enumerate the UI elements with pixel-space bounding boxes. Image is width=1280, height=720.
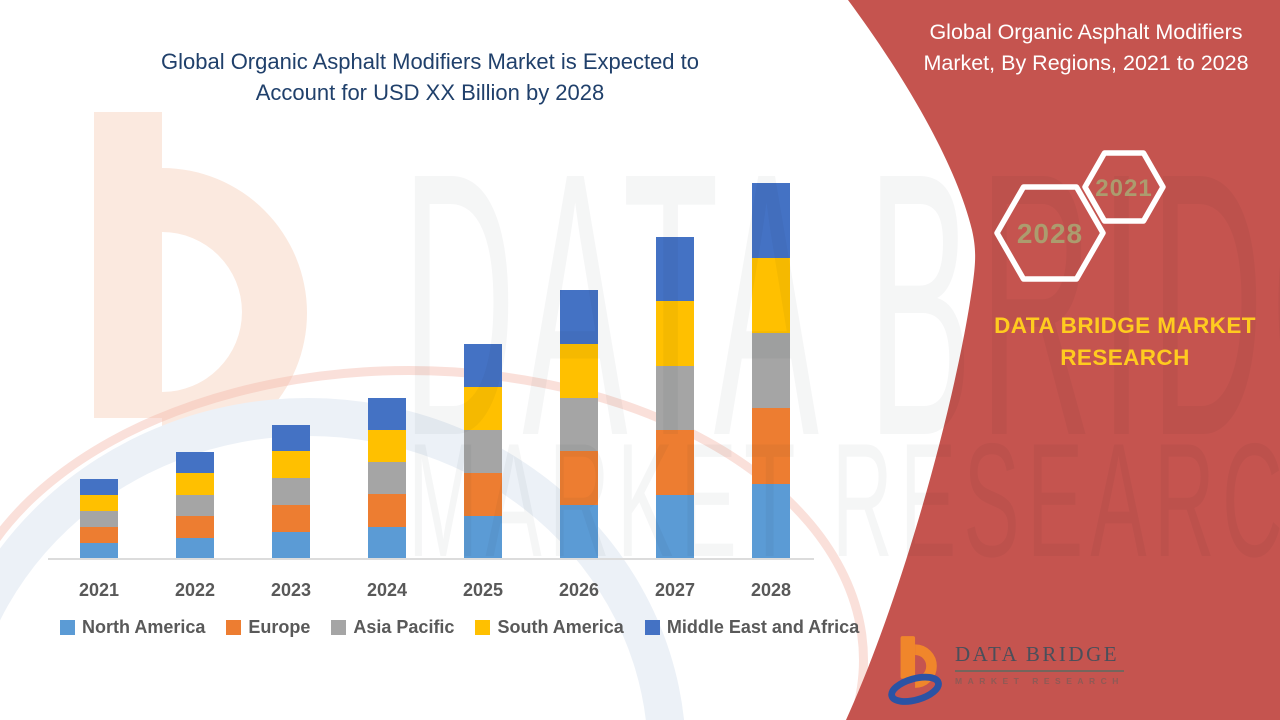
bar-segment-2028-south-america bbox=[752, 257, 790, 334]
hexagon-2021-label: 2021 bbox=[1095, 175, 1152, 202]
legend-swatch-south-america bbox=[475, 620, 491, 635]
bar-segment-2021-asia-pacific bbox=[80, 510, 118, 527]
legend-swatch-asia-pacific bbox=[331, 620, 347, 635]
x-axis-label-2027: 2027 bbox=[654, 580, 696, 600]
bar-segment-2022-europe bbox=[176, 516, 214, 538]
x-axis-label-2021: 2021 bbox=[78, 580, 120, 600]
stacked-bar-2022 bbox=[176, 451, 214, 559]
stacked-bar-2028 bbox=[752, 182, 790, 559]
bar-segment-2024-north-america bbox=[368, 526, 406, 559]
legend-item-north-america: North America bbox=[60, 617, 205, 638]
bar-segment-2022-south-america bbox=[176, 473, 214, 495]
legend-swatch-north-america bbox=[60, 620, 75, 635]
hexagon-2021-outline bbox=[1082, 150, 1166, 224]
stacked-bar-2021 bbox=[80, 478, 118, 559]
bar-segment-2025-asia-pacific bbox=[464, 430, 502, 473]
bar-segment-2028-north-america bbox=[752, 483, 790, 559]
legend-swatch-europe bbox=[226, 620, 242, 635]
stacked-bar-2024 bbox=[368, 397, 406, 559]
bar-segment-2022-north-america bbox=[176, 537, 214, 559]
bar-segment-2025-middle-east-and-africa bbox=[464, 344, 502, 387]
legend-label-middle-east-and-africa: Middle East and Africa bbox=[666, 617, 860, 637]
x-axis-label-2026: 2026 bbox=[558, 580, 600, 600]
legend-item-middle-east-and-africa: Middle East and Africa bbox=[644, 617, 860, 638]
stacked-bar-2025 bbox=[464, 344, 502, 559]
bar-segment-2025-europe bbox=[464, 473, 502, 516]
legend-label-south-america: South America bbox=[497, 617, 624, 637]
databridge-logo: DATA BRIDGE MARKET RESEARCH bbox=[888, 633, 1124, 705]
bar-segment-2024-asia-pacific bbox=[368, 462, 406, 495]
legend-item-asia-pacific: Asia Pacific bbox=[331, 617, 454, 638]
bar-segment-2028-middle-east-and-africa bbox=[752, 182, 790, 258]
logo-tagline: MARKET RESEARCH bbox=[955, 676, 1124, 686]
legend-label-europe: Europe bbox=[248, 617, 311, 637]
hexagon-2028-outline bbox=[994, 184, 1106, 282]
year-hexagons: 2028 2021 bbox=[994, 150, 1166, 282]
x-axis-label-2024: 2024 bbox=[366, 580, 408, 600]
stacked-bar-2026 bbox=[560, 290, 598, 559]
bar-segment-2028-europe bbox=[752, 408, 790, 484]
bar-segment-2027-south-america bbox=[656, 301, 694, 366]
bar-segment-2026-south-america bbox=[560, 343, 598, 398]
bar-segment-2026-europe bbox=[560, 451, 598, 506]
legend-swatch-middle-east-and-africa bbox=[644, 620, 660, 635]
bar-segment-2022-middle-east-and-africa bbox=[176, 451, 214, 473]
bar-segment-2027-middle-east-and-africa bbox=[656, 236, 694, 301]
databridge-logo-icon bbox=[888, 636, 942, 705]
bar-segment-2024-south-america bbox=[368, 429, 406, 463]
bar-segment-2023-north-america bbox=[272, 532, 310, 559]
bar-segment-2026-middle-east-and-africa bbox=[560, 290, 598, 344]
x-axis-label-2023: 2023 bbox=[270, 580, 312, 600]
stacked-bar-2027 bbox=[656, 236, 694, 559]
x-axis-line bbox=[48, 558, 814, 560]
bar-segment-2023-middle-east-and-africa bbox=[272, 424, 310, 452]
brand-text: DATA BRIDGE MARKET RESEARCH bbox=[994, 313, 1256, 370]
hexagon-2028-label: 2028 bbox=[1017, 218, 1083, 249]
bar-segment-2026-north-america bbox=[560, 505, 598, 559]
stacked-bar-2023 bbox=[272, 424, 310, 559]
bar-segment-2025-north-america bbox=[464, 516, 502, 559]
bar-segment-2027-asia-pacific bbox=[656, 365, 694, 430]
bar-segment-2026-asia-pacific bbox=[560, 397, 598, 452]
bar-segment-2021-middle-east-and-africa bbox=[80, 478, 118, 495]
legend-item-europe: Europe bbox=[226, 617, 310, 638]
bar-segment-2021-europe bbox=[80, 526, 118, 543]
bar-segment-2028-asia-pacific bbox=[752, 333, 790, 409]
logo-text-column: DATA BRIDGE MARKET RESEARCH bbox=[955, 633, 1124, 686]
bar-segment-2023-south-america bbox=[272, 451, 310, 479]
chart-legend: North America Europe Asia Pacific South Ame… bbox=[60, 617, 859, 638]
bar-segment-2024-europe bbox=[368, 494, 406, 527]
bar-segment-2023-europe bbox=[272, 505, 310, 533]
chart-title: Global Organic Asphalt Modifiers Market … bbox=[160, 49, 700, 105]
bar-segment-2021-south-america bbox=[80, 494, 118, 511]
legend-label-north-america: North America bbox=[82, 617, 206, 637]
legend-item-south-america: South America bbox=[475, 617, 624, 638]
panel-title: Global Organic Asphalt Modifiers Market,… bbox=[923, 20, 1249, 75]
logo-name: DATA BRIDGE bbox=[955, 642, 1124, 672]
legend-label-asia-pacific: Asia Pacific bbox=[353, 617, 455, 637]
bar-segment-2021-north-america bbox=[80, 542, 118, 559]
x-axis-label-2022: 2022 bbox=[174, 580, 216, 600]
bar-segment-2025-south-america bbox=[464, 387, 502, 430]
bar-segment-2024-middle-east-and-africa bbox=[368, 397, 406, 430]
bar-segment-2022-asia-pacific bbox=[176, 494, 214, 516]
bar-segment-2027-north-america bbox=[656, 494, 694, 559]
bar-segment-2027-europe bbox=[656, 430, 694, 495]
x-axis-label-2025: 2025 bbox=[462, 580, 504, 600]
bar-segment-2023-asia-pacific bbox=[272, 478, 310, 506]
x-axis-label-2028: 2028 bbox=[750, 580, 792, 600]
